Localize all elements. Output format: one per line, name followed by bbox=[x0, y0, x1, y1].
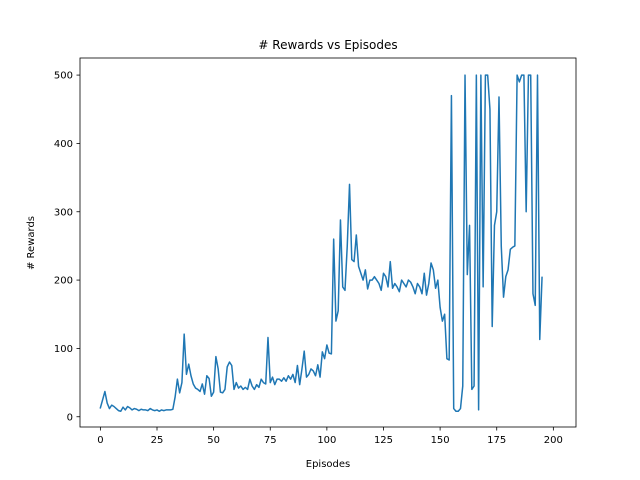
x-tick-label: 0 bbox=[97, 435, 103, 446]
y-tick-label: 100 bbox=[54, 344, 73, 355]
y-tick-label: 0 bbox=[67, 412, 73, 423]
x-tick-label: 150 bbox=[431, 435, 450, 446]
x-tick-label: 200 bbox=[544, 435, 563, 446]
x-tick-label: 100 bbox=[317, 435, 336, 446]
chart-title: # Rewards vs Episodes bbox=[258, 38, 397, 52]
y-tick-label: 400 bbox=[54, 139, 73, 150]
y-axis-title: # Rewards bbox=[26, 216, 37, 270]
axes-layer: 0 25 50 75 100 125 150 175 200 0 100 200 300 400 500 bbox=[54, 57, 577, 446]
x-tick-label: 75 bbox=[264, 435, 277, 446]
x-axis-title: Episodes bbox=[306, 459, 350, 470]
x-tick-label: 50 bbox=[207, 435, 220, 446]
y-tick-label: 300 bbox=[54, 207, 73, 218]
series-line-rewards bbox=[99, 74, 543, 413]
y-tick-label: 200 bbox=[54, 276, 73, 287]
x-tick-label: 125 bbox=[374, 435, 393, 446]
y-tick-label: 500 bbox=[54, 71, 73, 82]
x-tick-label: 175 bbox=[487, 435, 506, 446]
x-tick-label: 25 bbox=[151, 435, 164, 446]
series-layer bbox=[99, 74, 543, 413]
plot-frame bbox=[79, 57, 577, 428]
